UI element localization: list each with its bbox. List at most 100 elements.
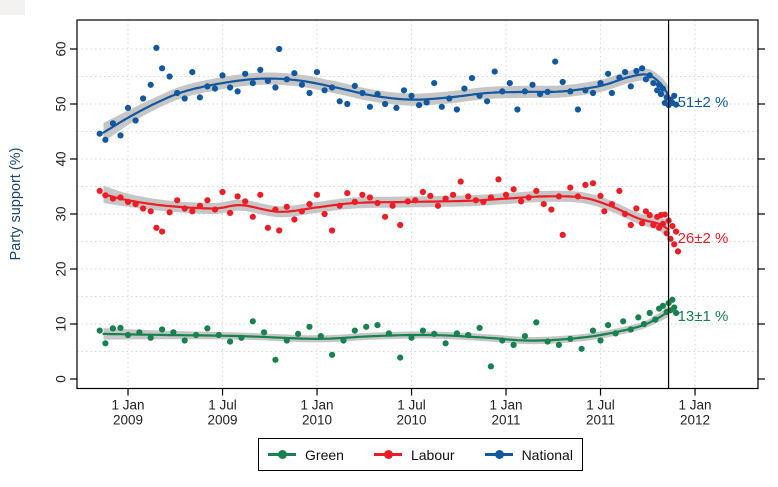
green-point (147, 334, 154, 341)
labour-point (656, 224, 663, 231)
labour-point (257, 191, 264, 198)
y-tick-label: 10 (54, 316, 69, 331)
labour-point (548, 206, 555, 213)
green-point (419, 327, 426, 334)
labour-point (313, 191, 321, 198)
labour-point (601, 208, 608, 215)
y-tick-label: 0 (54, 375, 69, 383)
green-point (597, 337, 604, 344)
national-point (366, 103, 373, 110)
labour-point (574, 193, 582, 200)
green-point (567, 335, 574, 342)
y-tick-label: 40 (54, 151, 69, 166)
national-point (468, 75, 476, 82)
national-trend-line (102, 73, 670, 134)
national-point (264, 77, 271, 84)
green-point (193, 331, 200, 339)
national-point (476, 92, 483, 99)
labour-point (622, 210, 629, 218)
national-point (181, 95, 188, 102)
green-point (578, 345, 585, 352)
green-point (238, 334, 245, 341)
national-point (654, 87, 661, 94)
green-point (453, 330, 460, 337)
green-point (272, 356, 279, 363)
labour-point (389, 202, 396, 209)
labour-point (166, 209, 173, 216)
green-point (109, 325, 116, 332)
national-point (249, 80, 256, 87)
labour-point (442, 195, 449, 202)
national-point (153, 44, 160, 52)
green-point (295, 330, 302, 337)
labour-point (661, 211, 668, 218)
national-point (291, 70, 298, 77)
national-point (336, 98, 343, 105)
national-point (132, 117, 139, 124)
national-point (605, 70, 612, 77)
labour-point (582, 181, 589, 188)
national-point (382, 100, 389, 108)
national-point (544, 88, 551, 95)
labour-point (608, 201, 616, 208)
national-point (567, 88, 574, 95)
labour-point (465, 193, 472, 200)
national-point (140, 95, 147, 102)
legend-label-labour: Labour (410, 446, 455, 463)
x-tick-label-year: 2010 (302, 413, 332, 428)
plot-border (76, 19, 759, 390)
labour-point (249, 213, 256, 220)
x-tick-label: 1 Jul (586, 398, 615, 413)
labour-point (159, 228, 166, 235)
national-point (321, 87, 328, 94)
labour-point (480, 198, 487, 205)
national-point (622, 69, 629, 76)
national-point (446, 95, 453, 102)
national-point (408, 92, 415, 99)
national-point (313, 69, 321, 76)
labour-point (234, 193, 241, 200)
green-point (117, 324, 124, 331)
green-point (96, 327, 103, 334)
x-tick-label-year: 2011 (586, 413, 615, 428)
labour-point (472, 197, 479, 204)
national-point (529, 81, 536, 88)
green-point (204, 325, 211, 332)
green-point (261, 329, 268, 336)
national-point (589, 89, 597, 97)
green-point (544, 338, 551, 345)
labour-point (227, 209, 234, 216)
green-point (374, 322, 381, 329)
labour-point (457, 178, 464, 185)
labour-point (627, 221, 634, 229)
green-point (431, 330, 438, 337)
green-point (487, 363, 494, 370)
national-point (537, 91, 544, 98)
labour-point (646, 212, 653, 219)
national-point (219, 72, 226, 79)
x-tick-label-year: 2009 (208, 413, 238, 428)
labour-point (589, 180, 597, 187)
labour-point (510, 186, 517, 193)
green-point (442, 340, 449, 347)
labour-point (140, 205, 147, 212)
labour-point (659, 220, 667, 227)
green-point (669, 296, 676, 303)
national-point (96, 130, 103, 137)
green-point (589, 327, 597, 334)
labour-point (298, 208, 305, 215)
national-point (306, 89, 313, 97)
labour-point (359, 191, 366, 198)
green-point (673, 309, 680, 317)
x-tick-label: 1 Jan (112, 398, 145, 413)
national-point (521, 88, 529, 95)
national-series-marker-icon (484, 450, 513, 459)
x-tick-label-year: 2012 (680, 413, 710, 428)
labour-point (540, 201, 547, 208)
green-point (659, 302, 667, 309)
national-point (359, 89, 366, 97)
green-point (102, 340, 109, 347)
legend-label-green: Green (305, 446, 344, 463)
labour-point (487, 194, 494, 201)
